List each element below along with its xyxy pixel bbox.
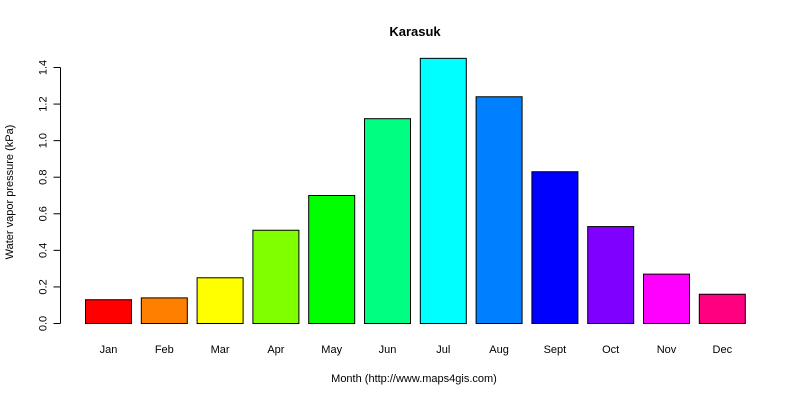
bar-mar — [196, 277, 244, 324]
y-tick-label: 0.2 — [37, 279, 49, 294]
y-tick-label: 0.4 — [37, 243, 49, 258]
bar-jul — [419, 57, 467, 324]
bar-jan — [85, 299, 132, 325]
bar-feb — [140, 297, 188, 324]
x-axis-label: Month (http://www.maps4gis.com) — [331, 373, 497, 385]
y-axis-label: Water vapor pressure (kPa) — [4, 125, 16, 260]
x-tick-label: Feb — [155, 344, 174, 356]
x-tick-label: May — [321, 344, 342, 356]
bars-group — [85, 57, 746, 325]
x-tick-label: Aug — [489, 344, 509, 356]
bar-may — [308, 195, 356, 324]
x-tick-label: Apr — [267, 344, 284, 356]
y-tick-label: 0.0 — [37, 316, 49, 331]
x-tick-label: Nov — [657, 344, 677, 356]
x-tick-label: Sept — [544, 344, 567, 356]
y-tick-label: 1.0 — [37, 133, 49, 148]
x-tick-label: Jan — [100, 344, 118, 356]
y-axis: 0.0 0.2 0.4 0.6 0.8 1.0 1.2 1.4 — [37, 60, 61, 331]
x-tick-label: Mar — [211, 344, 230, 356]
x-tick-label: Jun — [379, 344, 397, 356]
y-tick-label: 1.2 — [37, 96, 49, 111]
bar-jun — [364, 118, 411, 324]
x-tick-labels: Jan Feb Mar Apr May Jun Jul Aug Sept Oct Nov Dec — [100, 344, 733, 356]
bar-dec — [698, 293, 746, 325]
x-tick-label: Dec — [713, 344, 733, 356]
bar-apr — [252, 229, 300, 324]
bar-nov — [643, 273, 690, 324]
x-tick-label: Jul — [436, 344, 450, 356]
bar-oct — [587, 226, 635, 324]
y-tick-label: 0.8 — [37, 170, 49, 185]
y-tick-label: 0.6 — [37, 206, 49, 221]
x-tick-label: Oct — [602, 344, 619, 356]
y-tick-label: 1.4 — [37, 60, 49, 75]
chart-title: Karasuk — [389, 24, 441, 39]
bar-aug — [475, 96, 523, 324]
bar-sept — [531, 171, 579, 324]
